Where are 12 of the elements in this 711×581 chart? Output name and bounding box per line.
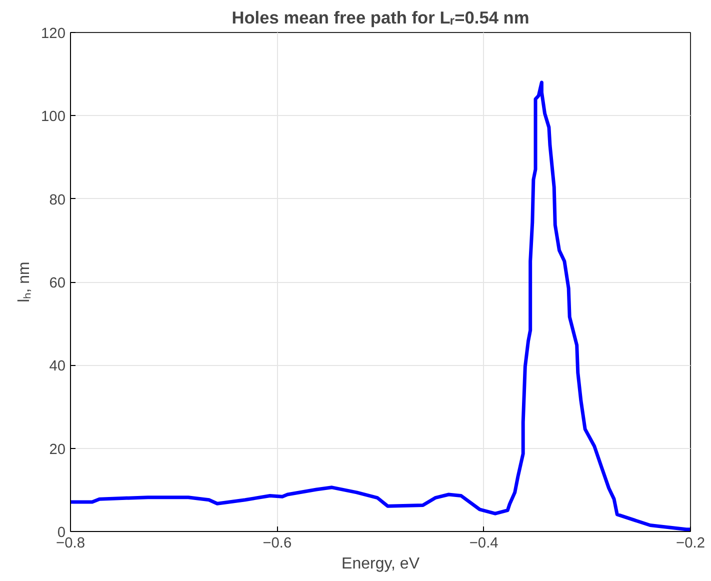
- x-tick-label: −0.6: [262, 536, 292, 552]
- y-tick-label: 120: [41, 26, 66, 42]
- chart-title: Holes mean free path for Lᵣ=0.54 nm: [232, 8, 530, 28]
- y-axis-title: lₕ, nm: [16, 262, 34, 302]
- y-tick-label: 60: [49, 276, 66, 292]
- x-tick-label: −0.4: [469, 536, 498, 552]
- x-axis-title: Energy, eV: [342, 556, 420, 572]
- y-tick-label: 80: [49, 192, 66, 208]
- y-tick-label: 20: [49, 442, 66, 458]
- y-tick-label: 100: [41, 109, 66, 126]
- y-tick-label: 40: [49, 358, 66, 375]
- x-tick-label: −0.2: [676, 536, 705, 552]
